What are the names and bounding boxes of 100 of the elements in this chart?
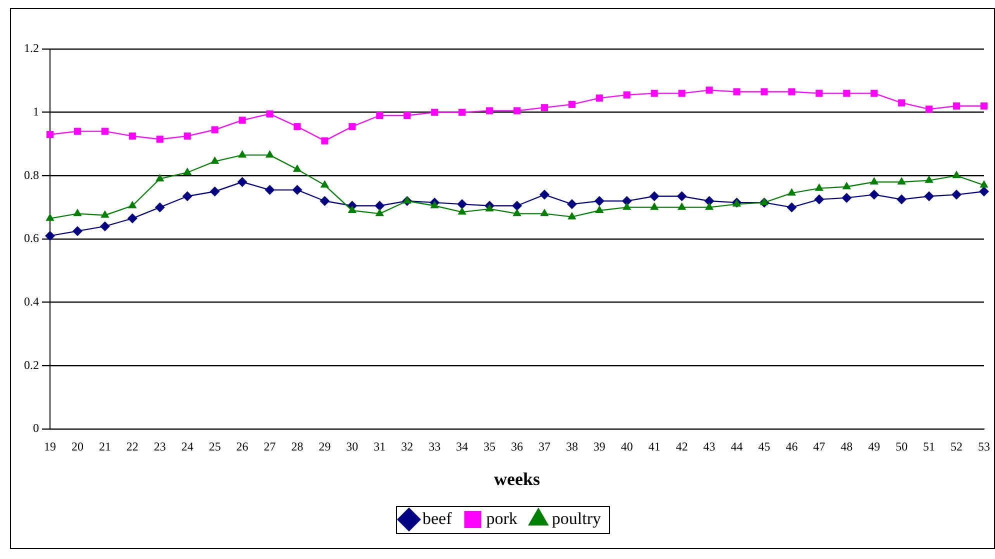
point [566,199,577,210]
point [321,137,328,144]
point [650,90,658,97]
x-tick-label: 28 [291,439,304,454]
x-tick-label: 51 [923,439,936,454]
x-tick-label: 35 [484,439,496,454]
point [676,191,687,202]
x-tick-label: 32 [401,439,414,454]
x-tick-label: 25 [208,439,221,454]
x-tick-label: 46 [786,439,798,454]
legend-label: beef [422,508,452,528]
point [704,196,714,206]
y-tick-label: 0.2 [24,358,39,372]
point [952,102,960,110]
point [430,200,439,208]
point [787,188,796,196]
point [431,108,438,116]
point [869,190,880,200]
point [760,88,768,96]
point [100,210,110,218]
point [210,186,220,196]
point [101,128,108,135]
y-tick-label: 0.4 [24,294,39,308]
point [924,175,934,183]
point [760,198,769,206]
x-tick-label: 29 [318,439,331,454]
point [706,86,713,94]
point [374,200,385,211]
point [870,90,878,97]
legend-label: pork [486,508,518,528]
point [238,116,246,124]
legend-label: poultry [552,508,602,528]
point [292,164,302,172]
point [46,130,54,138]
x-tick-label: 41 [648,439,660,454]
point [540,104,548,112]
x-tick-label: 39 [593,439,606,454]
point [320,196,330,206]
point [457,199,468,210]
point [568,212,576,220]
x-tick-label: 24 [181,439,194,454]
point [404,112,411,120]
point [926,106,933,113]
x-tick-label: 45 [758,439,770,454]
point [183,168,192,175]
x-tick-label: 33 [428,439,441,454]
x-tick-label: 40 [620,439,633,454]
point [622,202,632,210]
point [294,123,301,130]
x-tick-label: 21 [98,439,111,454]
point [842,182,851,190]
y-tick-label: 0.6 [24,231,39,246]
x-tick-label: 49 [868,439,880,454]
point [184,132,191,140]
x-tick-label: 30 [346,439,358,454]
point [842,192,852,203]
point [74,128,82,135]
x-tick-label: 50 [896,439,908,454]
point [402,196,412,204]
point [264,184,275,195]
point [540,208,549,216]
point [896,194,907,204]
y-tick-label: 1 [33,104,39,118]
point [979,186,989,196]
point [72,226,82,236]
point [980,102,988,110]
x-tick-label: 26 [236,439,248,454]
point [156,136,164,143]
x-tick-label: 48 [840,439,853,454]
point [678,90,686,97]
point [596,94,603,102]
point [814,194,824,204]
point [568,100,576,108]
point [622,196,632,206]
point [266,110,274,118]
x-tick-label: 19 [44,439,56,454]
point [46,213,54,221]
point [814,183,824,191]
x-tick-label: 20 [71,439,84,454]
point [594,196,604,206]
point [128,132,136,140]
y-tick-label: 0 [33,421,39,436]
x-tick-label: 43 [703,439,716,454]
point [156,174,164,182]
point [650,202,659,210]
x-tick-label: 53 [978,439,990,454]
point [376,112,384,120]
x-tick-label: 37 [538,439,550,454]
point [870,177,878,184]
point [154,202,165,212]
point [897,177,906,184]
point [458,108,466,116]
point [320,180,330,188]
x-tick-label: 23 [154,439,166,454]
x-axis-title: weeks [494,468,540,489]
point [211,126,218,134]
point [898,99,906,106]
point [623,91,630,98]
point [292,184,302,195]
point [952,190,962,200]
